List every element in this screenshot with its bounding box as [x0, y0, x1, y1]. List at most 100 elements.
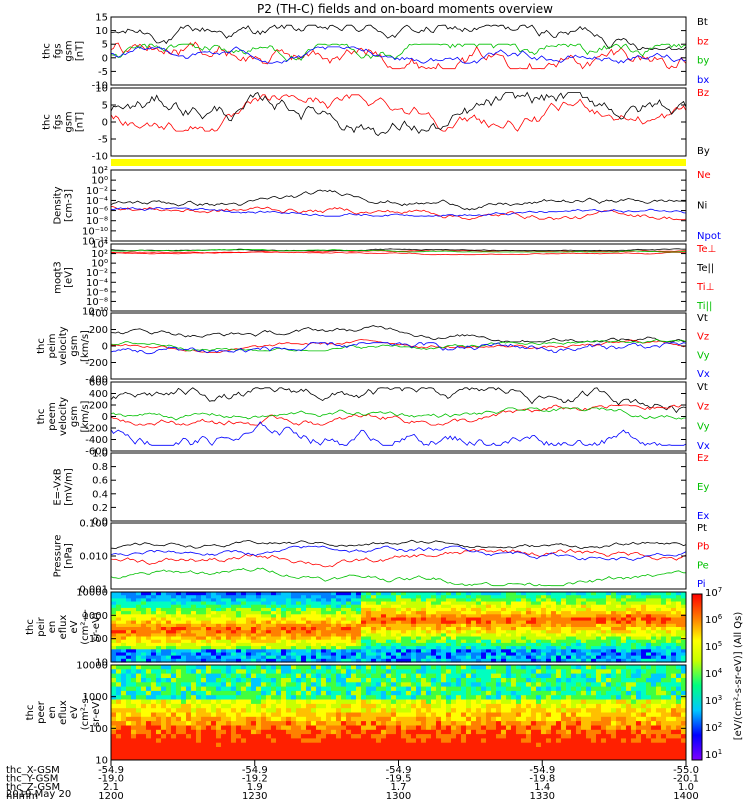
spectrogram-cell	[201, 755, 207, 760]
spectrogram-cell	[356, 729, 362, 735]
spectrogram-cell	[221, 729, 227, 735]
spectrogram-cell	[161, 669, 167, 675]
spectrogram-cell	[426, 601, 432, 606]
spectrogram-cell	[551, 747, 557, 752]
spectrogram-cell	[231, 695, 237, 701]
spectrogram-cell	[521, 636, 527, 641]
spectrogram-cell	[361, 607, 367, 612]
spectrogram-cell	[601, 611, 607, 615]
spectrogram-cell	[231, 712, 237, 718]
y-tick-label: 15	[95, 13, 108, 24]
spectrogram-cell	[671, 652, 677, 657]
spectrogram-cell	[501, 716, 507, 722]
spectrogram-cell	[486, 699, 492, 705]
spectrogram-cell	[261, 604, 267, 609]
spectrogram-cell	[186, 742, 192, 748]
spectrogram-cell	[316, 649, 322, 654]
spectrogram-cell	[126, 604, 132, 609]
spectrogram-cell	[176, 686, 182, 692]
panel-frame	[110, 243, 687, 312]
spectrogram-cell	[241, 699, 247, 705]
spectrogram-cell	[536, 673, 542, 679]
spectrogram-cell	[111, 742, 117, 748]
spectrogram-cell	[471, 686, 477, 692]
spectrogram-cell	[291, 604, 297, 609]
spectrogram-cell	[231, 604, 237, 609]
spectrogram-cell	[356, 623, 362, 628]
spectrogram-cell	[111, 614, 117, 619]
spectrogram-cell	[211, 712, 217, 718]
spectrogram-cell	[371, 614, 377, 619]
spectrogram-cell	[491, 729, 497, 735]
spectrogram-cell	[406, 604, 412, 609]
spectrogram-cell	[581, 751, 587, 757]
spectrogram-cell	[511, 642, 517, 647]
spectrogram-cell	[531, 742, 537, 748]
spectrogram-cell	[321, 607, 327, 612]
spectrogram-cell	[236, 686, 242, 692]
spectrogram-cell	[246, 623, 252, 628]
y-tick-label: 0.001	[79, 585, 108, 596]
spectrogram-cell	[616, 623, 622, 628]
spectrogram-cell	[201, 716, 207, 722]
spectrogram-cell	[531, 729, 537, 735]
spectrogram-cell	[216, 598, 222, 603]
spectrogram-cell	[556, 649, 562, 654]
spectrogram-cell	[206, 747, 212, 752]
spectrogram-cell	[406, 652, 412, 657]
spectrogram-cell	[461, 636, 467, 641]
spectrogram-cell	[336, 652, 342, 657]
spectrogram-cell	[451, 630, 457, 634]
spectrogram-cell	[606, 755, 612, 760]
spectrogram-cell	[126, 695, 132, 701]
spectrogram-cell	[461, 607, 467, 612]
spectrogram-cell	[301, 633, 307, 638]
spectrogram-cell	[331, 729, 337, 735]
spectrogram-cell	[281, 642, 287, 647]
spectrogram-cell	[241, 592, 247, 596]
spectrogram-cell	[351, 639, 357, 644]
spectrogram-cell	[571, 630, 577, 634]
spectrogram-cell	[116, 738, 122, 744]
spectrogram-cell	[536, 747, 542, 752]
spectrogram-cell	[161, 649, 167, 654]
spectrogram-cell	[336, 678, 342, 683]
spectrogram-cell	[481, 734, 487, 739]
spectrogram-cell	[441, 742, 447, 748]
spectrogram-cell	[361, 642, 367, 647]
y-tick-label: 400	[89, 389, 108, 400]
spectrogram-cell	[346, 708, 352, 714]
spectrogram-cell	[631, 646, 637, 650]
spectrogram-cell	[496, 658, 502, 663]
spectrogram-cell	[461, 655, 467, 660]
spectrogram-cell	[541, 725, 547, 731]
spectrogram-cell	[111, 649, 117, 654]
spectrogram-cell	[326, 604, 332, 609]
spectrogram-cell	[426, 703, 432, 709]
spectrogram-cell	[361, 649, 367, 654]
spectrogram-cell	[321, 614, 327, 619]
y-tick-label: 1.0	[92, 449, 108, 460]
spectrogram-cell	[561, 712, 567, 718]
spectrogram-cell	[126, 747, 132, 752]
spectrogram-cell	[576, 738, 582, 744]
spectrogram-cell	[491, 623, 497, 628]
spectrogram-cell	[541, 627, 547, 631]
spectrogram-cell	[596, 665, 602, 670]
spectrogram-cell	[396, 751, 402, 757]
spectrogram-cell	[351, 611, 357, 615]
spectrogram-cell	[196, 703, 202, 709]
spectrogram-cell	[456, 614, 462, 619]
spectrogram-cell	[341, 601, 347, 606]
spectrogram-cell	[381, 725, 387, 731]
spectrogram-cell	[656, 642, 662, 647]
spectrogram-cell	[416, 592, 422, 596]
spectrogram-cell	[601, 639, 607, 644]
spectrogram-cell	[476, 673, 482, 679]
spectrogram-cell	[606, 639, 612, 644]
spectrogram-cell	[356, 678, 362, 683]
spectrogram-cell	[616, 614, 622, 619]
spectrogram-cell	[561, 652, 567, 657]
spectrogram-cell	[591, 729, 597, 735]
y-axis-label: fgs	[53, 114, 64, 129]
